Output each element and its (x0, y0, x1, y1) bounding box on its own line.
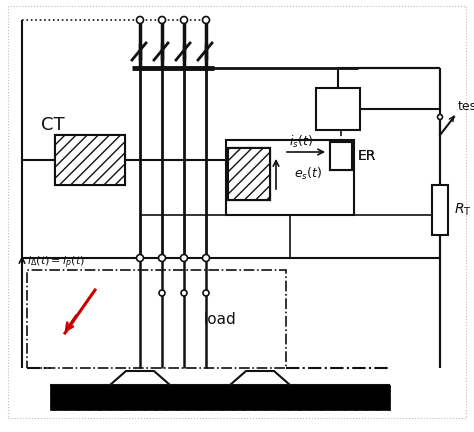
Circle shape (438, 114, 443, 120)
Circle shape (137, 254, 144, 261)
Text: test: test (458, 101, 474, 114)
Circle shape (158, 16, 165, 23)
Bar (228, 148, 270, 200)
Text: ER: ER (358, 149, 376, 163)
Text: $i_s(t)$: $i_s(t)$ (289, 134, 313, 150)
Bar (27, 270, 286, 368)
Text: $i_\Delta(t) = i_p(t)$: $i_\Delta(t) = i_p(t)$ (27, 255, 85, 271)
Text: CT: CT (41, 116, 65, 134)
Bar (228, 148, 270, 200)
Bar (228, 148, 270, 200)
Text: ER: ER (358, 149, 376, 163)
Bar (432, 185, 448, 235)
Circle shape (202, 16, 210, 23)
Bar (330, 142, 352, 170)
Text: $e_s(t)$: $e_s(t)$ (294, 166, 322, 182)
Text: $R_\mathrm{T}$: $R_\mathrm{T}$ (454, 202, 472, 218)
Circle shape (203, 290, 209, 296)
Circle shape (181, 16, 188, 23)
Circle shape (181, 290, 187, 296)
Bar (50, 385, 390, 410)
Circle shape (202, 254, 210, 261)
Bar (55, 135, 125, 185)
Circle shape (137, 16, 144, 23)
Bar (55, 135, 125, 185)
Bar (316, 88, 360, 130)
Bar (226, 140, 354, 215)
Bar (330, 142, 352, 170)
Circle shape (158, 254, 165, 261)
Circle shape (181, 254, 188, 261)
Text: load: load (204, 311, 237, 327)
Circle shape (159, 290, 165, 296)
